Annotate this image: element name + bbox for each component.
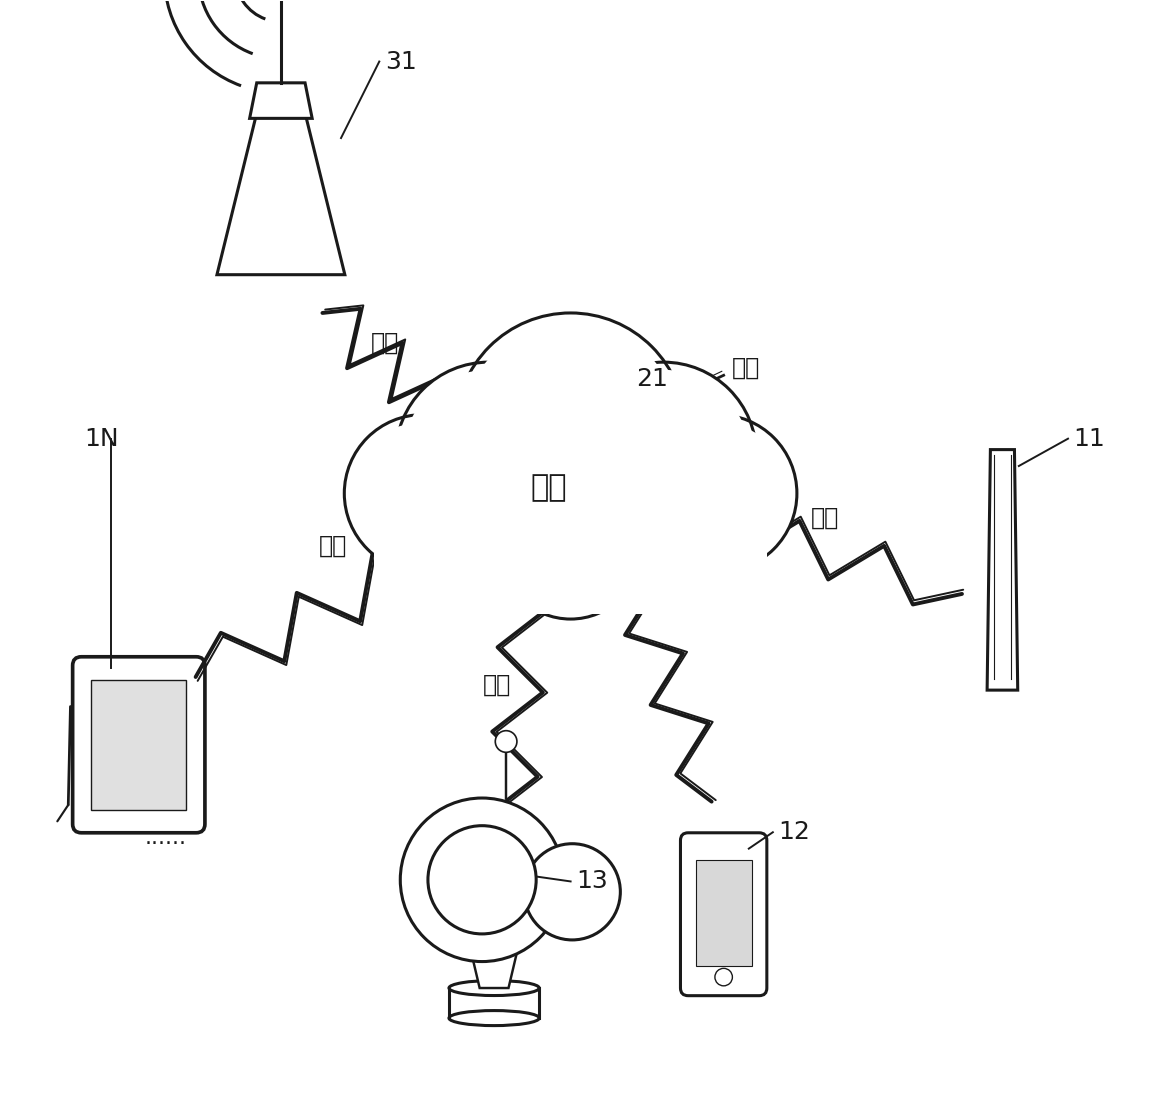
Circle shape: [464, 321, 677, 535]
Text: 13: 13: [576, 869, 608, 893]
Text: 21: 21: [636, 366, 668, 390]
Circle shape: [344, 414, 501, 572]
Ellipse shape: [448, 1011, 539, 1026]
Text: 12: 12: [778, 820, 810, 844]
Circle shape: [562, 463, 700, 601]
Text: ......: ......: [146, 827, 187, 847]
Text: 11: 11: [1073, 426, 1105, 450]
Polygon shape: [369, 362, 772, 614]
Circle shape: [524, 844, 620, 940]
Circle shape: [571, 362, 756, 548]
Text: 交互: 交互: [371, 331, 399, 354]
FancyBboxPatch shape: [696, 860, 751, 967]
Circle shape: [404, 369, 574, 540]
Polygon shape: [987, 449, 1018, 690]
Polygon shape: [373, 553, 768, 614]
FancyBboxPatch shape: [73, 657, 205, 833]
Text: 31: 31: [385, 49, 417, 73]
Circle shape: [396, 362, 581, 548]
Text: 交互: 交互: [731, 355, 760, 379]
Circle shape: [647, 422, 789, 564]
Circle shape: [579, 369, 749, 540]
Circle shape: [500, 477, 642, 619]
Circle shape: [715, 969, 733, 985]
FancyBboxPatch shape: [681, 833, 767, 995]
Polygon shape: [217, 90, 345, 275]
Circle shape: [400, 798, 564, 961]
Circle shape: [507, 484, 634, 612]
Text: 交互: 交互: [319, 534, 348, 558]
Polygon shape: [250, 83, 312, 118]
Polygon shape: [464, 922, 524, 987]
Text: 1N: 1N: [85, 426, 119, 450]
Text: 交互: 交互: [484, 673, 512, 697]
Circle shape: [640, 414, 797, 572]
Circle shape: [554, 455, 707, 608]
Circle shape: [495, 731, 517, 752]
Circle shape: [441, 463, 579, 601]
Text: 网络: 网络: [531, 473, 567, 502]
Circle shape: [434, 455, 587, 608]
Ellipse shape: [448, 981, 539, 995]
Text: 交互: 交互: [811, 505, 839, 529]
Circle shape: [352, 422, 494, 564]
FancyBboxPatch shape: [92, 680, 187, 810]
Circle shape: [429, 825, 537, 934]
Circle shape: [456, 313, 686, 543]
